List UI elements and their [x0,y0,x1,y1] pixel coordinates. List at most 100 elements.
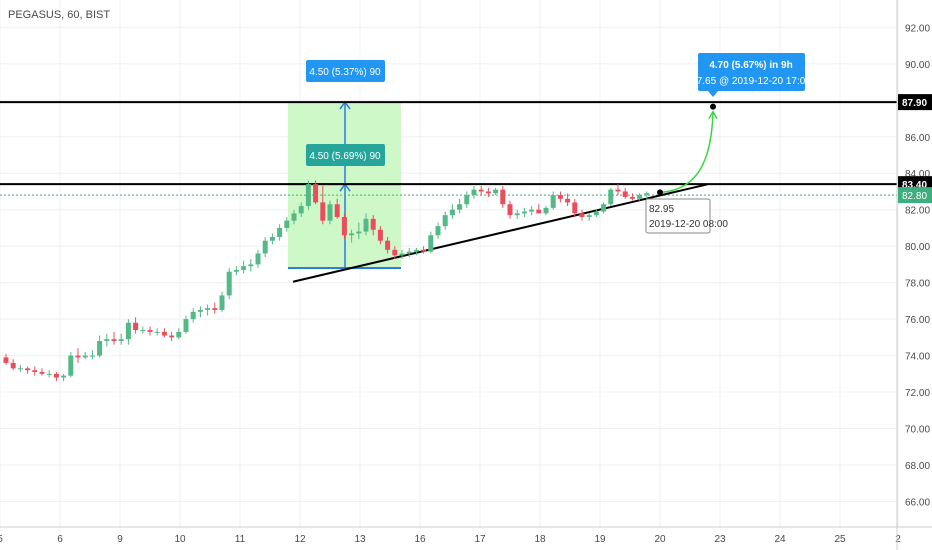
candle-body [255,253,261,265]
y-tick-label: 74.00 [905,352,930,363]
candle-body [593,211,599,216]
x-tick-label: 9 [117,534,123,545]
candle-body [154,331,160,333]
candle-body [536,209,542,214]
candle-body [622,191,628,197]
candle-body [39,372,45,374]
candle-body [615,189,621,192]
x-tick-label: 12 [294,534,306,545]
y-tick-label: 70.00 [905,425,930,436]
level-price-label: 87.90 [902,98,927,109]
candle-body [464,195,470,205]
projection-end-line2: 87.65 @ 2019-12-20 17:00 [691,76,811,87]
projection-end-box [698,53,805,91]
candles [3,180,650,382]
candle-body [377,229,383,241]
y-tick-label: 68.00 [905,461,930,472]
candle-body [349,233,355,236]
last-price-label: 82.80 [902,191,927,202]
level-price-label: 83.40 [902,180,927,191]
y-tick-label: 80.00 [905,242,930,253]
y-tick-label: 84.00 [905,169,930,180]
projection-end-pointer [708,91,718,97]
candle-body [529,209,535,212]
last-price-tag [898,187,932,204]
candle-body [17,368,23,370]
projection-curve [659,112,714,194]
x-tick-label: 25 [834,534,846,545]
y-tick-label: 72.00 [905,388,930,399]
candle-body [478,189,484,192]
candle-body [608,189,614,205]
candle-body [226,271,232,296]
candle-body [291,213,297,221]
candle-body [493,189,499,194]
candle-body [327,204,333,221]
candle-body [262,240,268,254]
candle-body [176,331,182,338]
projection-start-box [645,198,711,234]
candle-body [269,237,275,241]
x-tick-label: 23 [714,534,726,545]
candle-body [457,204,463,210]
candle-body [10,362,16,369]
x-tick-label: 11 [235,534,246,545]
candle-body [161,331,167,336]
candle-body [514,213,520,216]
grid [0,0,899,527]
y-tick-label: 76.00 [905,315,930,326]
y-tick-label: 86.00 [905,133,930,144]
candle-body [104,339,110,341]
candle-body [399,253,405,256]
candle-body [421,249,427,252]
measure-top-label-box [306,60,385,82]
candle-body [248,264,254,267]
candle-body [46,373,52,375]
candle-body [183,319,189,332]
candle-body [507,204,513,216]
candle-body [586,215,592,217]
drawing-lines[interactable] [0,101,897,283]
candle-body [449,209,455,216]
candle-body [565,198,571,203]
x-tick-label: 19 [594,534,606,545]
candle-body [61,375,67,378]
candle-body [320,202,326,221]
candle-body [557,195,563,199]
candle-body [356,231,362,234]
candle-body [406,251,412,254]
candle-body [644,193,650,196]
y-tick-label: 92.00 [905,23,930,34]
projection-arrowhead [708,110,718,120]
x-tick-label: 5 [0,534,3,545]
level-price-tag [898,94,932,111]
candle-body [550,195,556,208]
x-tick-label: 10 [174,534,186,545]
candle-body [543,207,549,214]
candle-body [313,184,319,203]
candle-body [572,202,578,214]
candle-body [413,249,419,252]
projection-start-price: 82.95 [649,204,674,215]
x-tick-label: 2 [895,534,901,545]
candle-body [341,217,347,236]
measure-top-label: 4.50 (5.37%) 90 [309,67,381,78]
candle-body [500,189,506,205]
candle-body [629,196,635,199]
candle-body [212,308,218,310]
trend-line [292,183,709,283]
y-tick-label: 78.00 [905,279,930,290]
candle-body [471,189,477,196]
measure-mid-label-box [306,144,385,166]
projection-start-date: 2019-12-20 08:00 [649,219,728,230]
candle-body [75,355,81,358]
x-tick-label: 17 [474,534,486,545]
projection-start-point [657,189,663,196]
candle-body [97,341,103,356]
candle-body [334,204,340,217]
candle-body [277,227,283,238]
candle-body [521,211,527,214]
candle-body [147,330,153,332]
